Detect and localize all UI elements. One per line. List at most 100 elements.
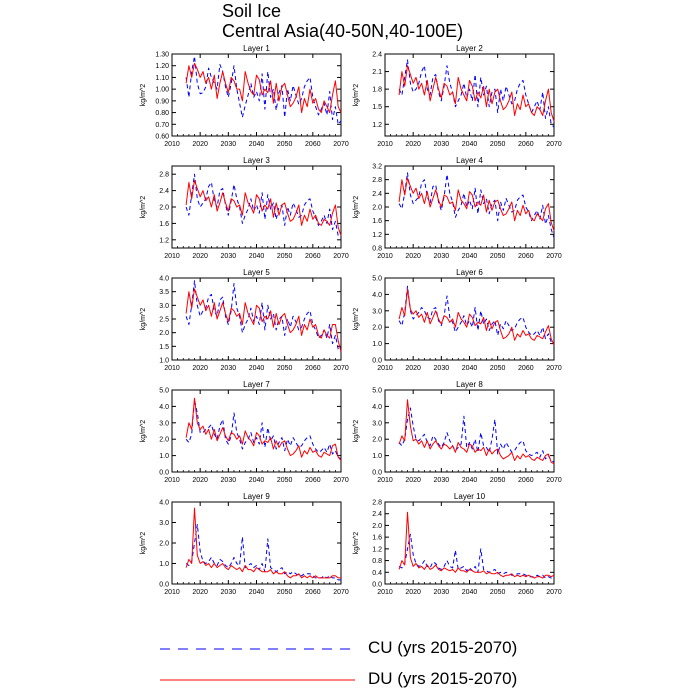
series-line-cu: [185, 524, 341, 581]
y-tick-label: 2.0: [159, 330, 169, 337]
series-line-cu: [185, 55, 342, 125]
y-tick-label: 4.0: [159, 276, 169, 283]
x-tick-label: 2040: [249, 589, 265, 596]
panel-layer-5: Layer 5 kg/m^2 1.0 1.5 2.0 2.5 3.0 3.5 4.0 2010 20…: [140, 268, 349, 372]
y-tick-label: 0.0: [159, 470, 169, 477]
y-tick-label: 2.4: [372, 191, 382, 198]
series-line-du: [185, 397, 342, 461]
x-tick-label: 2050: [277, 365, 293, 372]
y-tick-label: 5.0: [372, 388, 382, 395]
x-tick-label: 2030: [434, 253, 450, 260]
y-tick-label: 0.90: [155, 98, 169, 105]
y-axis-label: kg/m^2: [140, 532, 147, 554]
x-tick-label: 2030: [434, 589, 450, 596]
x-tick-label: 2040: [462, 253, 478, 260]
y-tick-label: 2.0: [159, 541, 169, 548]
panel-title: Layer 5: [243, 268, 270, 277]
y-tick-label: 0.4: [372, 570, 382, 577]
panel-title: Layer 1: [243, 44, 270, 53]
panel-layer-3: Layer 3 kg/m^2 1.2 1.6 2.0 2.4 2.8 2010 2020 2030…: [140, 156, 349, 260]
y-tick-label: 0.0: [372, 358, 382, 365]
x-tick-label: 2020: [192, 365, 208, 372]
y-tick-label: 4.0: [372, 292, 382, 299]
x-tick-label: 2060: [518, 141, 534, 148]
x-tick-label: 2040: [462, 141, 478, 148]
y-tick-label: 0.0: [372, 470, 382, 477]
x-tick-label: 2040: [249, 141, 265, 148]
series-line-du: [398, 289, 555, 346]
series-line-cu: [185, 173, 342, 239]
y-tick-label: 2.0: [159, 437, 169, 444]
x-tick-label: 2010: [377, 365, 393, 372]
series-line-cu: [398, 533, 554, 579]
y-axis-label: kg/m^2: [140, 84, 147, 106]
panel-layer-6: Layer 6 kg/m^2 0.0 1.0 2.0 3.0 4.0 5.0 2010 2020 2…: [353, 268, 562, 372]
x-tick-label: 2010: [377, 253, 393, 260]
x-tick-label: 2070: [546, 253, 562, 260]
x-tick-label: 2060: [518, 253, 534, 260]
plot-grid: Layer 1 kg/m^2 0.60 0.70 0.80 0.90 1.00 1.10 1.2…: [140, 44, 562, 596]
x-tick-label: 2060: [305, 589, 321, 596]
panel-layer-9: Layer 9 kg/m^2 0.0 1.0 2.0 3.0 4.0 2010 2020 2030…: [140, 492, 349, 596]
x-tick-label: 2020: [192, 253, 208, 260]
x-tick-label: 2030: [434, 141, 450, 148]
x-tick-label: 2020: [405, 589, 421, 596]
x-tick-label: 2040: [249, 365, 265, 372]
x-tick-label: 2030: [221, 141, 237, 148]
legend-label-cu: CU (yrs 2015-2070): [368, 638, 518, 657]
y-tick-label: 3.0: [372, 308, 382, 315]
x-tick-label: 2060: [305, 365, 321, 372]
series-line-du: [398, 399, 555, 465]
x-tick-label: 2060: [518, 477, 534, 484]
x-tick-label: 2010: [164, 589, 180, 596]
y-tick-label: 2.4: [372, 52, 382, 59]
figure-title: Soil Ice: [222, 1, 282, 21]
plot-frame: [171, 389, 342, 473]
y-tick-label: 1.0: [159, 358, 169, 365]
y-axis-label: kg/m^2: [353, 420, 360, 442]
y-axis-label: kg/m^2: [353, 532, 360, 554]
x-tick-label: 2070: [333, 365, 349, 372]
x-tick-label: 2010: [377, 477, 393, 484]
plot-frame: [171, 165, 342, 249]
x-tick-label: 2060: [305, 141, 321, 148]
y-tick-label: 1.2: [372, 122, 382, 129]
y-tick-label: 2.8: [159, 172, 169, 179]
y-tick-label: 1.0: [372, 341, 382, 348]
plot-frame: [384, 389, 555, 473]
y-axis-label: kg/m^2: [140, 196, 147, 218]
series-line-cu: [398, 285, 555, 345]
y-tick-label: 1.00: [155, 87, 169, 94]
x-tick-label: 2020: [192, 589, 208, 596]
y-tick-label: 2.8: [372, 177, 382, 184]
x-tick-label: 2030: [221, 477, 237, 484]
y-tick-label: 1.0: [372, 453, 382, 460]
x-tick-label: 2030: [434, 365, 450, 372]
x-tick-label: 2070: [546, 589, 562, 596]
y-tick-label: 2.1: [372, 69, 382, 76]
plot-frame: [384, 277, 555, 361]
y-axis-label: kg/m^2: [140, 308, 147, 330]
y-tick-label: 1.8: [372, 87, 382, 94]
x-tick-label: 2050: [490, 477, 506, 484]
y-tick-label: 3.0: [372, 420, 382, 427]
y-tick-label: 1.2: [159, 237, 169, 244]
x-tick-label: 2070: [333, 589, 349, 596]
y-tick-label: 2.4: [159, 188, 169, 195]
y-axis-label: kg/m^2: [353, 196, 360, 218]
panel-title: Layer 8: [456, 380, 483, 389]
y-tick-label: 5.0: [159, 388, 169, 395]
y-tick-label: 1.20: [155, 63, 169, 70]
panel-layer-10: Layer 10 kg/m^2 0.0 0.4 0.8 1.2 1.6 2.0 2.4 2.8 20…: [353, 492, 562, 596]
y-tick-label: 2.8: [372, 500, 382, 507]
x-tick-label: 2010: [164, 141, 180, 148]
y-tick-label: 0.8: [372, 558, 382, 565]
plot-frame: [171, 53, 342, 137]
plot-frame: [384, 53, 555, 137]
series-line-du: [398, 177, 555, 232]
legend-entry-cu: CU (yrs 2015-2070): [160, 637, 560, 661]
x-tick-label: 2020: [405, 141, 421, 148]
x-tick-label: 2030: [221, 589, 237, 596]
figure-subtitle: Central Asia(40-50N,40-100E): [222, 21, 464, 41]
x-tick-label: 2020: [192, 141, 208, 148]
